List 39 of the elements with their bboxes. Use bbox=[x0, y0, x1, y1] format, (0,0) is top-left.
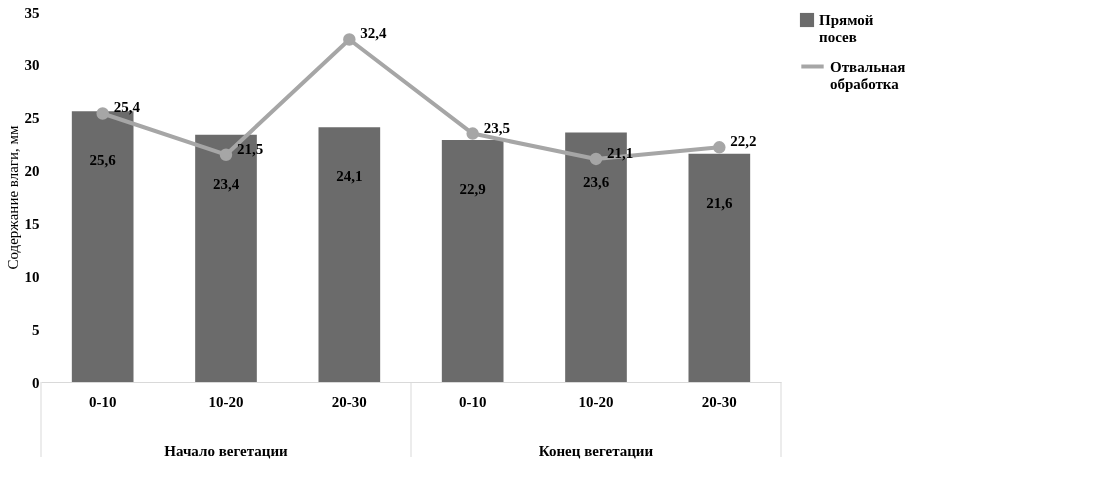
y-tick-label: 20 bbox=[24, 163, 40, 180]
y-tick-label: 10 bbox=[24, 268, 40, 285]
data-label: 22,2 bbox=[730, 133, 757, 150]
data-label: 25,4 bbox=[113, 99, 141, 116]
data-label: 21,1 bbox=[607, 144, 634, 161]
x-tick-label: 10-20 bbox=[578, 393, 614, 410]
y-tick-label: 5 bbox=[32, 321, 40, 338]
y-tick-label: 15 bbox=[24, 215, 40, 232]
point bbox=[589, 152, 603, 166]
y-tick-label: 0 bbox=[32, 374, 40, 391]
bar bbox=[688, 153, 751, 382]
y-tick-label: 35 bbox=[24, 4, 40, 21]
data-label: 23,6 bbox=[582, 173, 610, 190]
y-axis-title: Содержание влаги, мм bbox=[4, 124, 21, 270]
x-tick-label: 20-30 bbox=[701, 393, 737, 410]
data-label: 24,1 bbox=[336, 168, 363, 185]
y-tick-label: 30 bbox=[24, 57, 40, 74]
data-label: 21,6 bbox=[706, 194, 733, 211]
data-label: 25,6 bbox=[89, 152, 117, 169]
legend-label: Отвальная обработка bbox=[830, 58, 906, 92]
data-label: 23,5 bbox=[483, 119, 510, 136]
data-label: 32,4 bbox=[360, 25, 388, 42]
point bbox=[343, 33, 356, 46]
bar bbox=[441, 139, 504, 382]
x-tick-label: 0-10 bbox=[458, 393, 487, 410]
x-tick-label: 20-30 bbox=[331, 393, 367, 410]
bar bbox=[318, 127, 381, 382]
point bbox=[219, 148, 233, 161]
point bbox=[713, 141, 726, 154]
point bbox=[96, 107, 109, 120]
text: Конец вегетации bbox=[538, 443, 654, 459]
data-label: 23,4 bbox=[212, 175, 240, 192]
text: Начало вегетации bbox=[164, 443, 289, 459]
data-label: 22,9 bbox=[459, 180, 486, 197]
legend-label: Прямой посев bbox=[819, 12, 874, 45]
point bbox=[466, 127, 479, 140]
x-tick-label: 0-10 bbox=[88, 393, 117, 410]
x-tick-label: 10-20 bbox=[208, 393, 244, 410]
y-tick-label: 25 bbox=[24, 110, 40, 127]
